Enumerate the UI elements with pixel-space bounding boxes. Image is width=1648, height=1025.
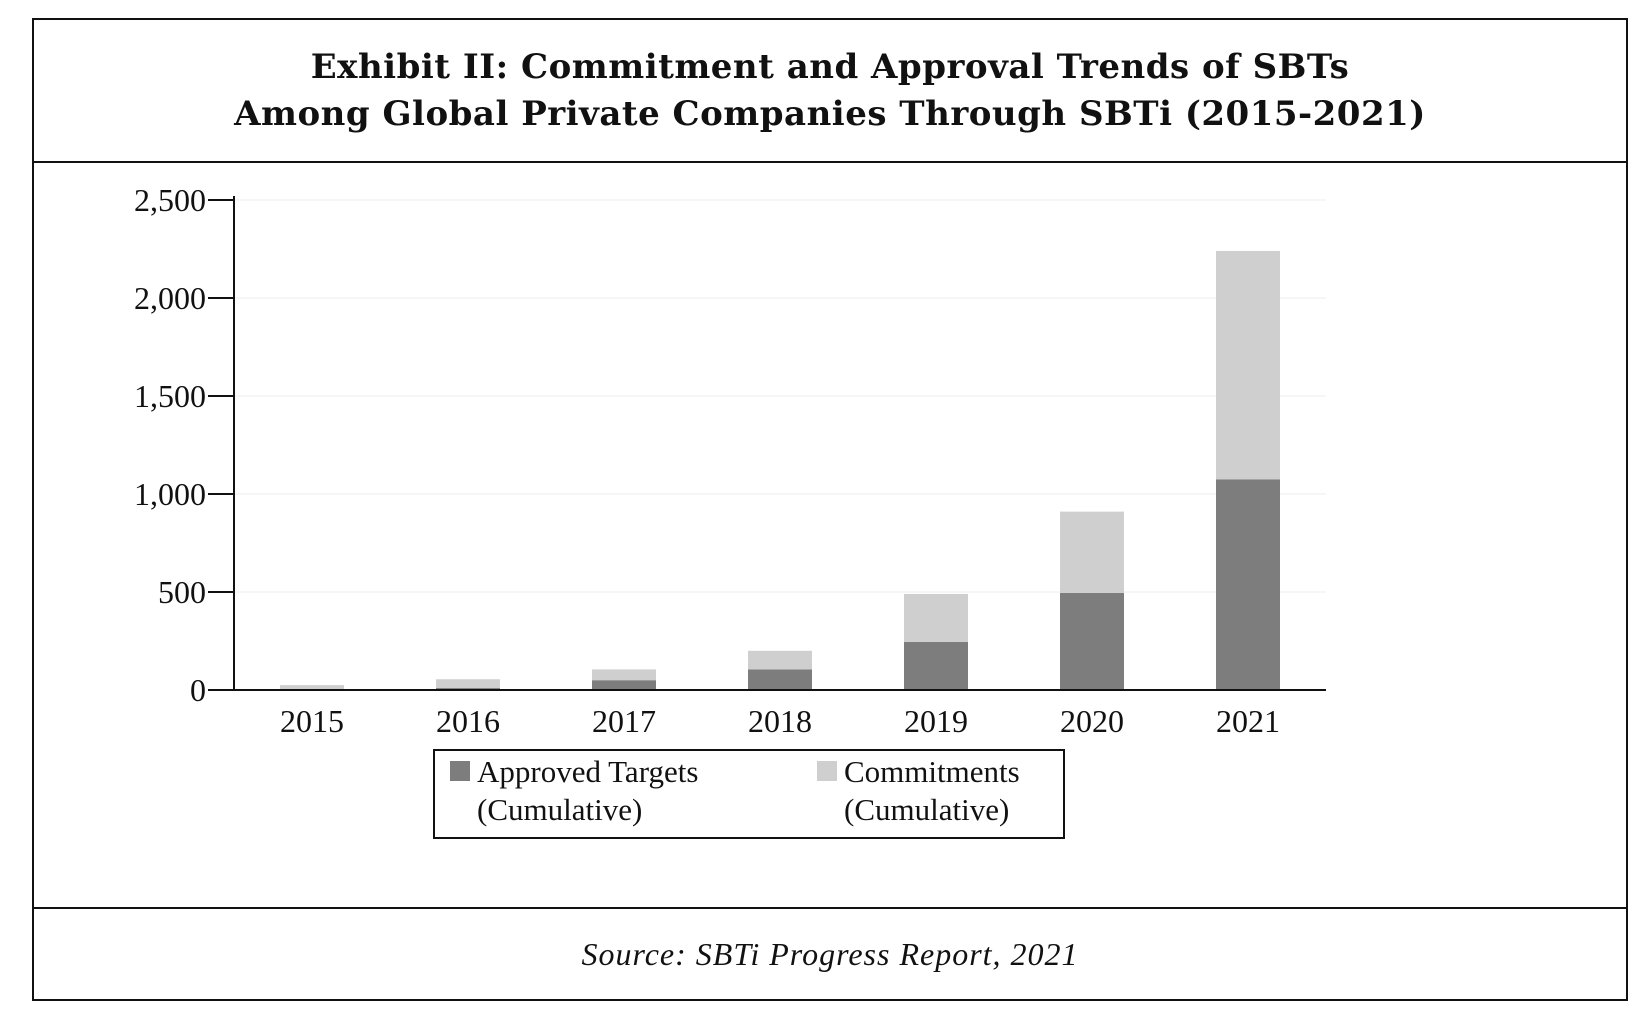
y-tick-label: 1,000 (134, 476, 206, 512)
source-box: Source: SBTi Progress Report, 2021 (34, 907, 1626, 999)
bar-approved-2018 (748, 669, 812, 690)
x-tick-label: 2019 (904, 703, 968, 739)
stacked-bar-chart: 2015 2016 2017 2018 2019 2020 2021 0 500 1,000 1,5… (134, 182, 1326, 839)
bar-approved-2020 (1060, 592, 1124, 690)
chart-title-line-1: Exhibit II: Commitment and Approval Tren… (310, 46, 1350, 87)
x-tick-label: 2021 (1216, 703, 1280, 739)
exhibit-frame: Exhibit II: Commitment and Approval Tren… (32, 18, 1628, 1001)
chart-title-line-2: Among Global Private Companies Through S… (234, 93, 1426, 134)
bar-commitments-2019 (904, 593, 968, 642)
source-note: Source: SBTi Progress Report, 2021 (581, 935, 1079, 972)
y-tick-label: 500 (158, 574, 206, 610)
title-box: Exhibit II: Commitment and Approval Tren… (34, 20, 1626, 163)
bar-commitments-2018 (748, 650, 812, 670)
x-tick-label: 2018 (748, 703, 812, 739)
legend-swatch (450, 761, 470, 781)
bar-approved-2021 (1216, 479, 1280, 690)
chart-area: 2015 2016 2017 2018 2019 2020 2021 0 500 1,000 1,5… (34, 163, 1626, 911)
legend-box (433, 749, 1065, 839)
legend-label: Approved Targets (477, 754, 698, 789)
legend-swatch (817, 761, 837, 781)
x-tick-label: 2016 (436, 703, 500, 739)
bar-commitments-2017 (592, 669, 656, 681)
x-tick-label: 2017 (592, 703, 656, 739)
axes-layer: 2015 2016 2017 2018 2019 2020 2021 0 500 1,000 1,5… (134, 182, 1326, 739)
x-tick-label: 2020 (1060, 703, 1124, 739)
legend-layer: Approved Targets(Cumulative)Commitments(… (433, 749, 1065, 839)
bar-commitments-2016 (436, 679, 500, 689)
legend-label: (Cumulative) (477, 792, 642, 827)
legend-label: Commitments (844, 754, 1020, 789)
y-tick-label: 2,500 (134, 182, 206, 218)
legend-label: (Cumulative) (844, 792, 1009, 827)
y-tick-label: 0 (190, 672, 206, 708)
x-tick-label: 2015 (280, 703, 344, 739)
y-tick-label: 1,500 (134, 378, 206, 414)
grid-layer (234, 199, 1326, 593)
bars-layer (280, 250, 1280, 690)
bar-approved-2017 (592, 680, 656, 690)
y-tick-label: 2,000 (134, 280, 206, 316)
bar-commitments-2015 (280, 685, 344, 690)
bar-commitments-2020 (1060, 511, 1124, 593)
bar-approved-2019 (904, 641, 968, 690)
bar-commitments-2021 (1216, 250, 1280, 480)
